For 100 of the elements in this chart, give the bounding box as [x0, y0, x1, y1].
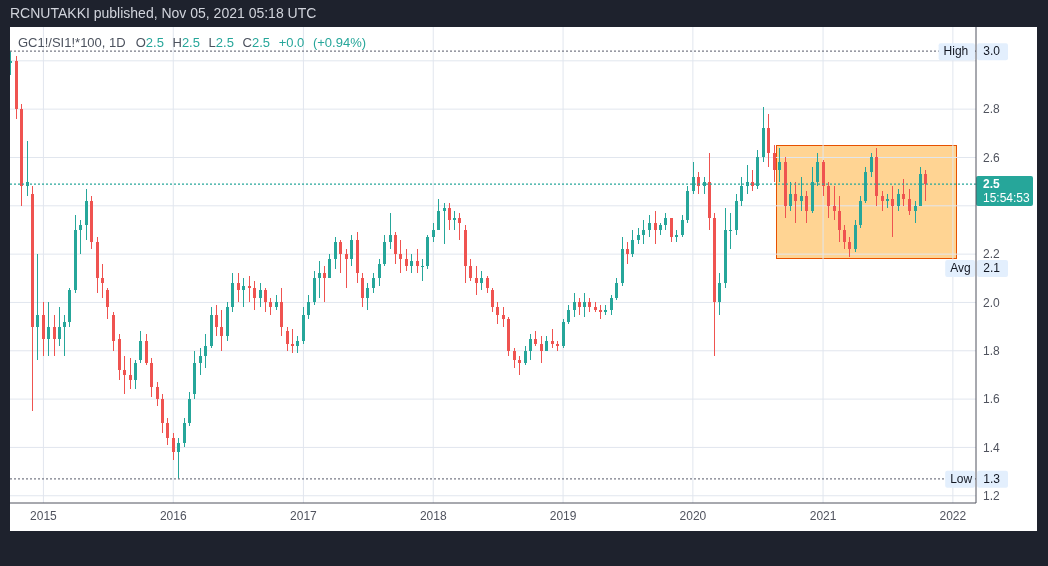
text: GC1!/SI1!*100, 1D	[18, 35, 126, 50]
candlestick	[264, 287, 267, 313]
candlestick	[648, 214, 651, 238]
x-tick-label: 2019	[549, 508, 577, 523]
candlestick	[496, 301, 499, 325]
candlestick	[307, 294, 310, 320]
candlestick	[394, 231, 397, 265]
y-tick-label: 1.8	[983, 343, 1001, 358]
candlestick	[101, 263, 104, 299]
candlestick	[259, 282, 262, 308]
candlestick	[123, 355, 126, 395]
candlestick	[172, 432, 175, 461]
candlestick	[610, 294, 613, 316]
candlestick	[443, 202, 446, 245]
candlestick	[416, 248, 419, 274]
candlestick	[513, 347, 516, 369]
candlestick	[670, 217, 673, 243]
candlestick	[881, 190, 884, 212]
candlestick	[139, 330, 142, 364]
y-tick-label: 1.2	[983, 488, 1001, 503]
candlestick	[389, 212, 392, 250]
candlestick	[215, 304, 218, 337]
candlestick	[79, 219, 82, 255]
candlestick	[518, 355, 521, 376]
candlestick	[58, 306, 61, 347]
candlestick	[405, 248, 408, 272]
candlestick	[631, 229, 634, 258]
candlestick	[437, 198, 440, 231]
annotation: Avg 2.1	[950, 261, 1001, 276]
candlestick	[897, 188, 900, 212]
candlestick	[891, 185, 894, 238]
candlestick	[183, 417, 186, 448]
candlestick	[334, 236, 337, 270]
candlestick	[573, 292, 576, 318]
text: O2.5 H2.5 L2.5 C2.5 +0.0 (+0.94%)	[135, 35, 367, 50]
candlestick	[253, 280, 256, 311]
y-tick-label: 2.0	[983, 295, 1001, 310]
candlestick	[805, 190, 808, 224]
x-tick-label: 2021	[809, 508, 837, 523]
candlestick	[323, 265, 326, 303]
candlestick	[567, 304, 570, 325]
candlestick	[318, 260, 321, 299]
candlestick	[286, 326, 289, 352]
candlestick	[480, 270, 483, 291]
candlestick	[134, 359, 137, 390]
x-tick-label: 2022	[939, 508, 967, 523]
text: High 3.0	[943, 44, 1001, 59]
candlestick	[838, 195, 841, 243]
candlestick	[914, 200, 917, 224]
y-tick-label: 2.6	[983, 150, 1001, 165]
y-tick-label: 1.6	[983, 392, 1001, 407]
candlestick	[399, 239, 402, 274]
candlestick	[145, 333, 148, 366]
candlestick	[654, 210, 657, 245]
candlestick	[177, 437, 180, 480]
candlestick	[36, 253, 39, 361]
candlestick	[870, 152, 873, 178]
candlestick	[529, 333, 532, 361]
candlestick	[106, 287, 109, 320]
x-tick-label: 2016	[159, 508, 187, 523]
candlestick	[339, 239, 342, 274]
candlestick	[833, 185, 836, 221]
candlestick	[156, 381, 159, 407]
candlestick	[129, 357, 132, 390]
candlestick	[615, 277, 618, 301]
text: 15:54:53	[983, 191, 1031, 206]
y-tick-label: 2.8	[983, 102, 1001, 117]
y-tick-label: 1.4	[983, 440, 1001, 455]
candlestick	[366, 282, 369, 311]
candlestick	[794, 181, 797, 224]
candlestick	[843, 224, 846, 250]
candlestick	[204, 333, 207, 369]
candlestick	[361, 272, 364, 308]
candlestick	[458, 212, 461, 241]
candlestick	[908, 188, 911, 216]
candlestick	[718, 272, 721, 316]
x-tick-label: 2018	[419, 508, 447, 523]
candlestick	[848, 236, 851, 258]
candlestick	[626, 241, 629, 265]
ref-line-label: 2.5	[983, 177, 1001, 192]
candlestick	[902, 178, 905, 207]
candlestick	[469, 258, 472, 282]
candlestick	[924, 169, 927, 202]
candlestick	[53, 314, 56, 357]
candlestick	[199, 347, 202, 376]
candlestick	[448, 202, 451, 231]
candlestick	[378, 258, 381, 287]
x-tick-label: 2015	[30, 508, 58, 523]
candlestick	[237, 272, 240, 303]
candlestick	[551, 328, 554, 349]
candlestick	[47, 301, 50, 357]
candlestick	[642, 219, 645, 245]
candlestick	[583, 292, 586, 318]
candlestick	[524, 345, 527, 366]
candlestick	[421, 258, 424, 282]
candlestick	[540, 335, 543, 364]
candlestick	[681, 214, 684, 238]
candlestick	[372, 272, 375, 294]
candlestick	[491, 287, 494, 313]
candlestick	[383, 234, 386, 267]
